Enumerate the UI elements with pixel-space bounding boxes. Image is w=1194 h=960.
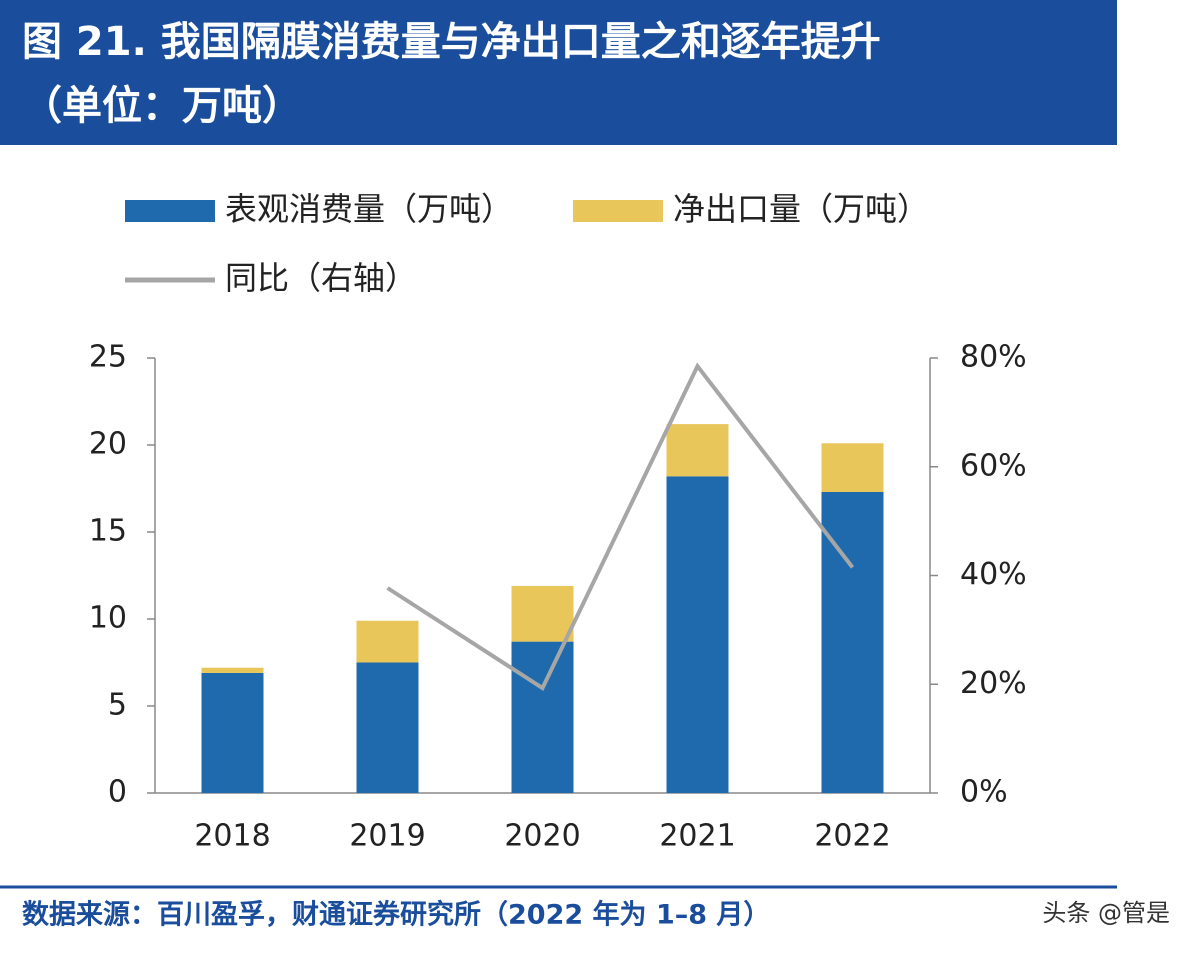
y2-tick-label: 20% (960, 666, 1027, 701)
chart-unit: （单位：万吨） (22, 83, 302, 129)
line (386, 362, 855, 691)
bar (356, 662, 419, 793)
bar (356, 620, 419, 663)
bar (201, 672, 264, 793)
y-tick-label: 25 (89, 340, 127, 375)
bar (666, 424, 729, 477)
y2-tick-label: 80% (960, 340, 1027, 375)
x-tick-label: 2022 (814, 819, 890, 854)
bar (511, 585, 574, 642)
bar (201, 667, 264, 673)
y-tick-label: 15 (89, 514, 127, 549)
x-tick-label: 2020 (504, 819, 580, 854)
y-tick-label: 0 (108, 775, 127, 810)
x-tick-label: 2019 (349, 819, 425, 854)
x-tick-label: 2021 (659, 819, 735, 854)
x-tick-label: 2018 (194, 819, 270, 854)
bar (821, 443, 884, 492)
title-banner (0, 0, 1117, 145)
y-tick-label: 5 (108, 688, 127, 723)
y2-tick-label: 60% (960, 448, 1027, 483)
bar (666, 476, 729, 793)
legend-label: 表观消费量（万吨） (225, 190, 513, 228)
chart-title: 图 21. 我国隔膜消费量与净出口量之和逐年提升 (22, 19, 881, 65)
legend-label: 净出口量（万吨） (673, 190, 929, 228)
y-tick-label: 10 (89, 601, 127, 636)
y-tick-label: 20 (89, 427, 127, 462)
legend-swatch (125, 200, 215, 222)
watermark: 头条 @管是 (1042, 899, 1170, 927)
bar (511, 641, 574, 793)
y2-tick-label: 40% (960, 557, 1027, 592)
source-note: 数据来源：百川盈孚，财通证券研究所（2022 年为 1–8 月） (22, 899, 770, 931)
legend-label: 同比（右轴） (225, 259, 417, 297)
legend-swatch (573, 200, 663, 222)
y2-tick-label: 0% (960, 775, 1008, 810)
